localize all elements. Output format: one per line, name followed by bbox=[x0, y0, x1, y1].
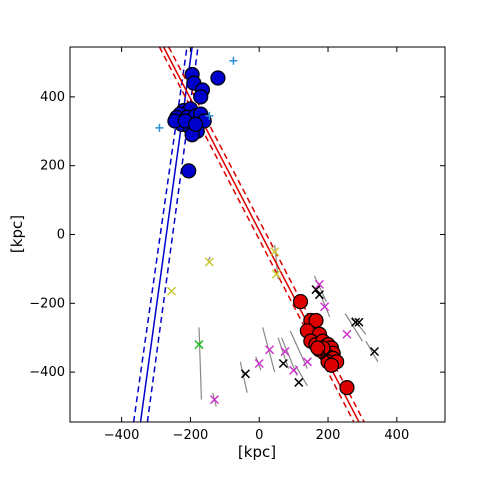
yellow-x-point-1 bbox=[270, 247, 280, 257]
y-tick-label-0: −400 bbox=[29, 365, 65, 380]
red-circle-point-20 bbox=[339, 379, 355, 396]
red-circle-point-18 bbox=[323, 357, 340, 373]
magenta-x-point-0 bbox=[314, 279, 324, 289]
black-x-point-5 bbox=[321, 350, 331, 360]
y-axis-label: [kpc] bbox=[8, 215, 26, 253]
blue-circle-point-19 bbox=[187, 116, 204, 133]
black-x-point-8 bbox=[294, 377, 304, 387]
black-x-point-4 bbox=[369, 346, 380, 357]
blue-circle-point-3 bbox=[193, 89, 209, 105]
magenta-x-point-1 bbox=[320, 302, 330, 312]
blue-circle-point-4 bbox=[210, 70, 226, 86]
error-segment-1 bbox=[207, 256, 211, 261]
cyan-plus-point-1 bbox=[229, 56, 238, 65]
x-tick-label-1: −200 bbox=[173, 428, 209, 443]
x-tick-label-0: −400 bbox=[104, 428, 140, 443]
error-segment-13 bbox=[294, 364, 308, 387]
axis-ticks: −400 −200 0 200 400 −400 −200 0 200 400 bbox=[29, 47, 445, 443]
magenta-x-point-7 bbox=[289, 365, 299, 375]
black-x-point-7 bbox=[240, 369, 250, 379]
error-segment-12 bbox=[289, 330, 308, 369]
yellow-x-point-2 bbox=[271, 269, 281, 279]
error-segment-8 bbox=[239, 361, 248, 393]
error-segment-7 bbox=[365, 340, 379, 363]
black-x-point-0 bbox=[311, 285, 321, 295]
x-tick-label-2: 0 bbox=[255, 428, 263, 443]
blue-dashed-line-1 bbox=[132, 47, 188, 422]
error-segment-0 bbox=[198, 327, 203, 400]
yellow-x-point-0 bbox=[204, 257, 214, 267]
y-tick-label-1: −200 bbox=[29, 296, 65, 311]
black-x-point-6 bbox=[278, 358, 288, 369]
error-segment-3 bbox=[313, 275, 327, 302]
x-tick-label-4: 400 bbox=[384, 428, 409, 443]
magenta-x-point-2 bbox=[342, 329, 352, 339]
yellow-x-point-3 bbox=[166, 286, 177, 296]
magenta-x-point-6 bbox=[254, 358, 264, 369]
y-tick-label-4: 400 bbox=[40, 90, 65, 105]
y-tick-label-3: 200 bbox=[40, 159, 65, 174]
magenta-x-point-3 bbox=[265, 345, 275, 355]
red-circle-point-0 bbox=[292, 293, 309, 310]
x-tick-label-3: 200 bbox=[316, 428, 341, 443]
black-x-point-1 bbox=[314, 290, 324, 300]
y-tick-label-2: 0 bbox=[57, 228, 65, 243]
cyan-plus-point-2 bbox=[205, 111, 214, 120]
blue-circle-point-20 bbox=[181, 163, 197, 179]
magenta-x-point-4 bbox=[280, 346, 290, 357]
plot-area bbox=[132, 47, 380, 422]
red-circle-point-19 bbox=[310, 340, 326, 356]
green-x-point-0 bbox=[194, 340, 204, 350]
error-segment-5 bbox=[344, 313, 363, 342]
black-x-point-2 bbox=[351, 317, 361, 327]
magenta-x-point-5 bbox=[302, 357, 312, 367]
x-axis-label: [kpc] bbox=[238, 443, 276, 461]
cyan-plus-point-0 bbox=[155, 123, 164, 132]
black-x-point-3 bbox=[354, 317, 364, 327]
magenta-x-point-8 bbox=[209, 395, 220, 405]
